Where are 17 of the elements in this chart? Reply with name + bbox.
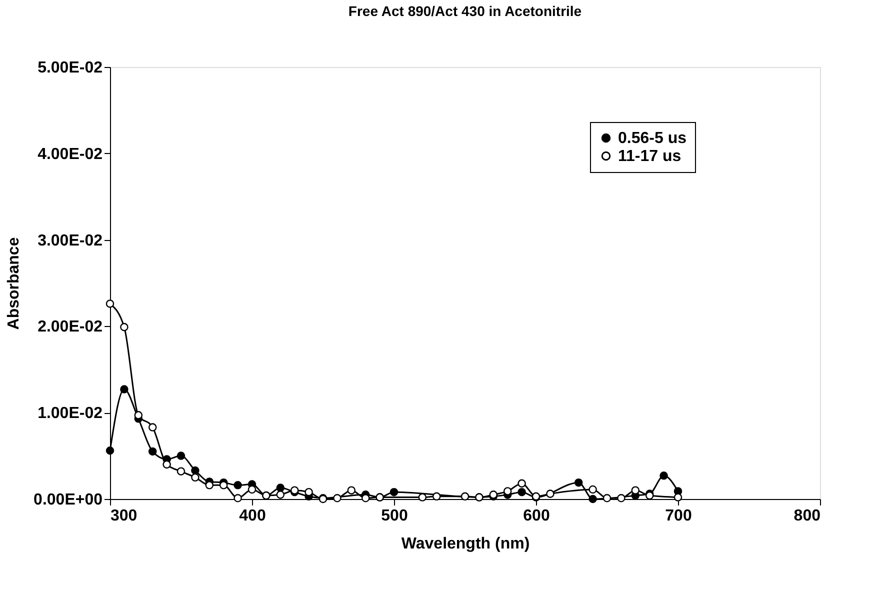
legend-label: 0.56-5 us [618,130,687,147]
y-axis-title: Absorbance [6,237,23,330]
y-tick-label: 5.00E-02 [38,60,103,76]
x-tick-label: 400 [239,508,266,524]
x-tick-label: 700 [665,508,692,524]
x-tick-label: 300 [110,508,138,524]
x-tick-label: 500 [381,508,408,524]
legend-label: 11-17 us [618,148,682,165]
x-tick-label: 600 [523,508,550,524]
x-tick-label: 800 [794,508,821,524]
y-tick-label: 4.00E-02 [38,146,103,163]
y-tick-label: 0.00E+00 [34,492,103,508]
y-tick-label: 2.00E-02 [38,318,103,336]
y-tick-label: 1.00E-02 [38,405,103,422]
x-axis-title: Wavelength (nm) [401,536,530,552]
y-tick-label: 3.00E-02 [38,232,103,250]
chart-title: Free Act 890/Act 430 in Acetonitrile [348,3,582,19]
